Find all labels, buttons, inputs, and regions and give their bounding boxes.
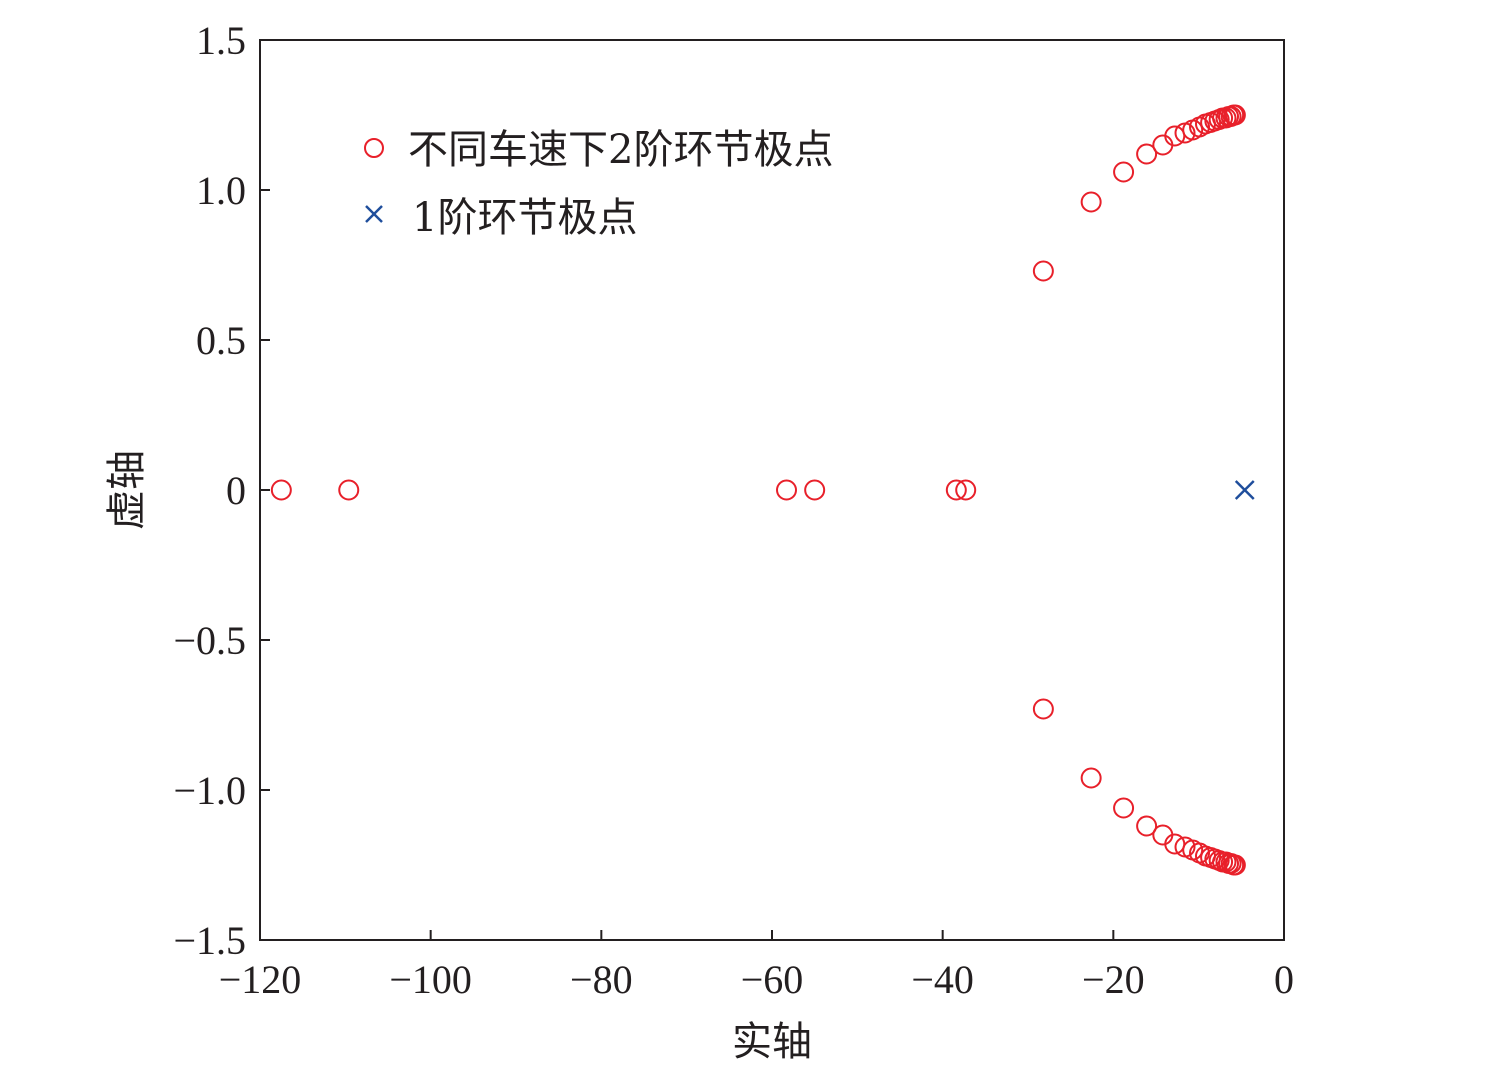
y-tick-label: 1.5	[196, 18, 246, 63]
pole-point-2nd-order	[1224, 854, 1246, 876]
y-axis-ticks: 1.5 1.0 0.5 0 −0.5 −1.0 −1.5	[173, 18, 270, 963]
legend-circle-marker-icon	[364, 138, 384, 158]
pole-point-2nd-order	[1080, 191, 1102, 213]
plot-frame	[259, 39, 1285, 941]
legend-x-marker-icon	[365, 205, 383, 223]
x-tick-label: −100	[389, 957, 472, 1002]
x-tick-label: −40	[911, 957, 974, 1002]
pole-point-1st-order	[1234, 480, 1255, 500]
pole-point-2nd-order	[1113, 161, 1135, 183]
x-tick-label: −80	[570, 957, 633, 1002]
pole-point-2nd-order	[1136, 143, 1158, 165]
y-axis-title: 虚轴	[104, 450, 150, 530]
pole-point-2nd-order	[955, 479, 977, 501]
pole-point-2nd-order	[776, 479, 798, 501]
legend: 不同车速下2阶环节极点 1阶环节极点	[364, 127, 833, 241]
pole-point-2nd-order	[1136, 815, 1158, 837]
data-points	[270, 104, 1255, 876]
pole-point-2nd-order	[1032, 698, 1054, 720]
pole-point-2nd-order	[1224, 104, 1246, 126]
legend-label-second-order-poles: 不同车速下2阶环节极点	[408, 127, 833, 173]
pole-point-2nd-order	[338, 479, 360, 501]
y-tick-label: 0.5	[196, 318, 246, 363]
legend-label-first-order-pole: 1阶环节极点	[412, 195, 637, 241]
y-tick-label: 1.0	[196, 168, 246, 213]
x-tick-label: −120	[219, 957, 302, 1002]
x-tick-label: −20	[1082, 957, 1145, 1002]
x-axis-title: 实轴	[732, 1019, 812, 1065]
x-tick-label: −60	[741, 957, 804, 1002]
y-tick-label: −0.5	[173, 618, 246, 663]
y-tick-label: −1.5	[173, 918, 246, 963]
pole-point-2nd-order	[270, 479, 292, 501]
y-tick-label: 0	[226, 468, 246, 513]
y-tick-label: −1.0	[173, 768, 246, 813]
pole-point-2nd-order	[804, 479, 826, 501]
pole-point-2nd-order	[945, 479, 967, 501]
x-axis-ticks: −120 −100 −80 −60 −40 −20 0	[219, 930, 1294, 1002]
pole-point-2nd-order	[1113, 797, 1135, 819]
pole-point-2nd-order	[1080, 767, 1102, 789]
pole-point-2nd-order	[1032, 260, 1054, 282]
x-tick-label: 0	[1274, 957, 1294, 1002]
